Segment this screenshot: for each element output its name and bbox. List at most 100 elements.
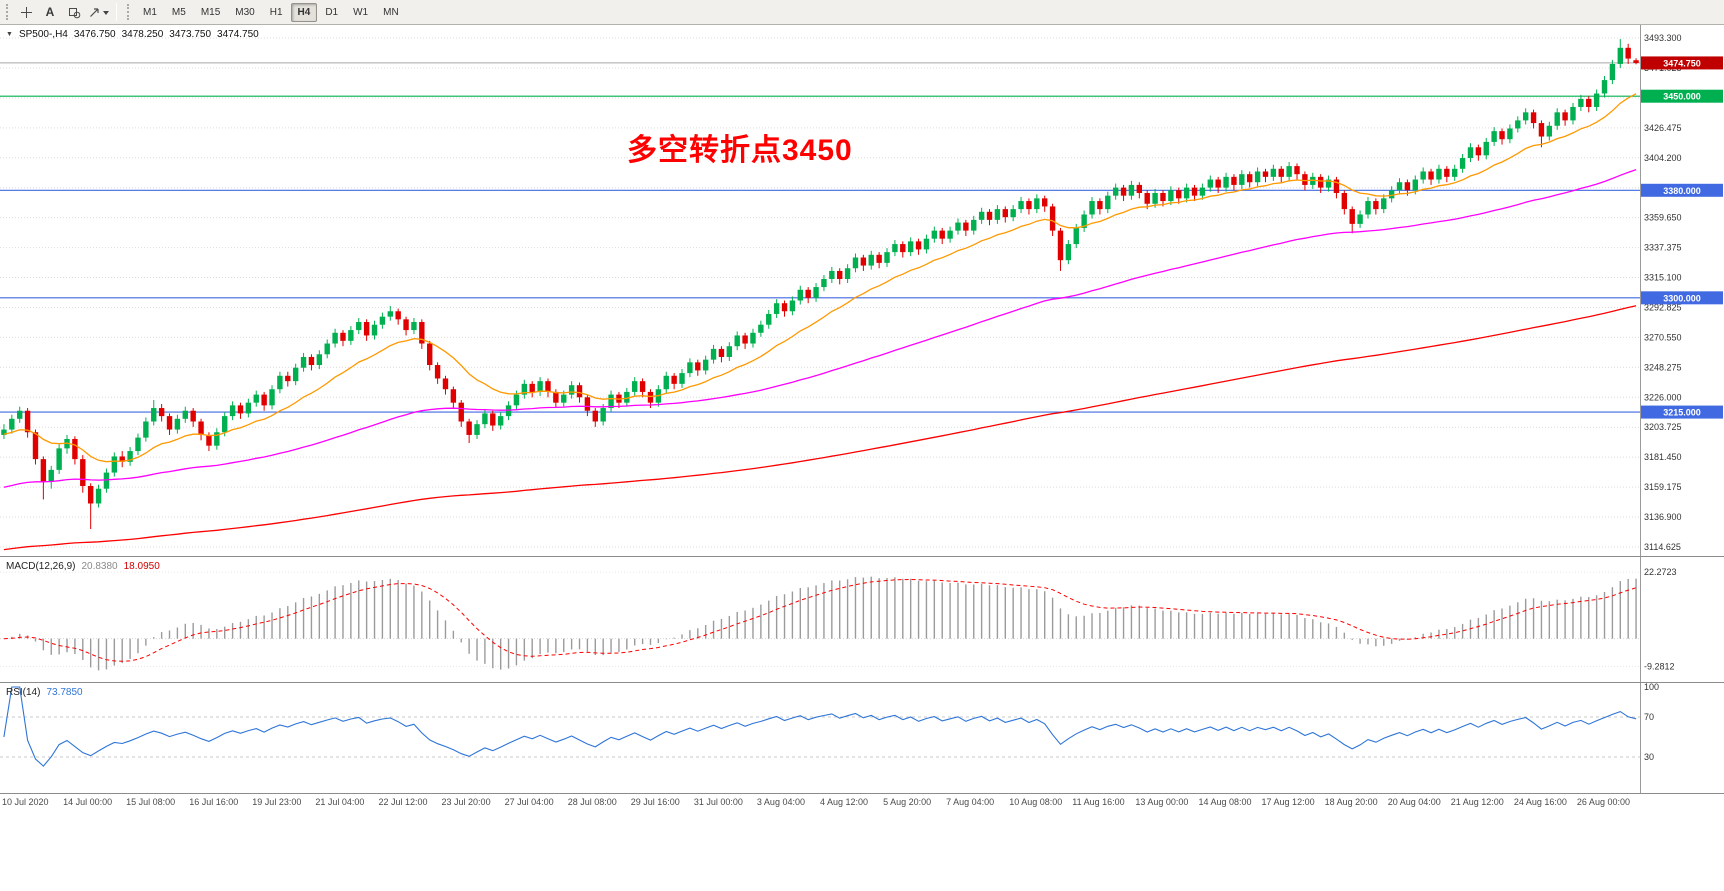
ma-line-slow	[3, 305, 1637, 551]
price-tick-label: 3270.550	[1644, 332, 1682, 342]
time-axis-label: 21 Jul 04:00	[315, 797, 365, 807]
candle-body	[1420, 171, 1426, 180]
candle-body	[190, 410, 196, 422]
candle-body	[474, 424, 480, 435]
candle-body	[710, 348, 717, 360]
timeframe-button-D1[interactable]: D1	[325, 6, 339, 18]
candle-body	[1302, 174, 1308, 185]
macd-chart-svg: 22.2723 -9.2812	[0, 567, 1677, 671]
candle-body	[1381, 198, 1387, 210]
time-axis-label: 5 Aug 20:00	[883, 797, 932, 807]
candle-body	[671, 375, 677, 384]
candle-body	[1, 429, 7, 435]
price-tick-label: 3359.650	[1644, 213, 1682, 223]
candle-body	[32, 432, 39, 460]
price-tick-label: 3315.100	[1644, 273, 1682, 283]
candle-body	[695, 362, 701, 371]
timeframe-button-H4[interactable]: H4	[290, 2, 318, 22]
time-axis-label: 23 Jul 20:00	[441, 797, 491, 807]
candle-body	[1452, 168, 1458, 177]
timeframe-toolbar-grip[interactable]	[127, 4, 130, 20]
candle-body	[166, 416, 173, 430]
candle-body	[576, 385, 583, 398]
candle-body	[568, 385, 575, 395]
price-tick-label: 3114.625	[1644, 542, 1681, 552]
candle-body	[1065, 244, 1072, 261]
candle-body	[1357, 214, 1363, 224]
ohlc-high: 3478.250	[121, 29, 164, 40]
rsi-value: 73.7850	[46, 687, 83, 698]
ohlc-close: 3474.750	[217, 29, 259, 40]
toolbar-grip[interactable]	[6, 4, 9, 20]
rsi-pane[interactable]: 100 70 30 RSI(14) 73.7850	[0, 682, 1724, 793]
candle-body	[371, 324, 378, 336]
candle-body	[174, 418, 181, 430]
price-tick-label: 3159.175	[1644, 482, 1682, 492]
text-tool-label: A	[45, 5, 55, 19]
candle-body	[111, 456, 118, 473]
candle-body	[876, 254, 882, 263]
text-tool-button[interactable]: A	[39, 2, 61, 22]
timeframe-button-M15[interactable]: M15	[200, 6, 221, 18]
candle-body	[40, 459, 47, 482]
time-axis-label: 18 Aug 20:00	[1324, 797, 1378, 807]
candle-body	[363, 322, 370, 336]
candle-body	[971, 219, 977, 231]
price-tick-label: 3493.300	[1644, 33, 1682, 43]
candle-body	[900, 244, 906, 253]
time-axis-label: 29 Jul 16:00	[630, 797, 680, 807]
macd-pane[interactable]: 22.2723 -9.2812 MACD(12,26,9) 20.8380 18.…	[0, 556, 1724, 682]
candle-body	[308, 356, 315, 366]
time-axis-label: 4 Aug 12:00	[820, 797, 869, 807]
candle-body	[963, 222, 969, 231]
time-axis-label: 3 Aug 04:00	[756, 797, 805, 807]
chart-window: 3493.3003471.0253426.4753404.2003359.650…	[0, 25, 1724, 812]
arrows-tool-button[interactable]	[87, 2, 110, 22]
chart-collapse-icon[interactable]: ▼	[6, 31, 13, 38]
shapes-tool-button[interactable]	[63, 2, 85, 22]
rsi-label: RSI(14) 73.7850	[6, 687, 83, 698]
dropdown-caret-icon	[103, 11, 109, 18]
chart-annotation-text[interactable]: 多空转折点3450	[627, 134, 853, 167]
candle-body	[915, 241, 922, 250]
timeframe-button-H1[interactable]: H1	[269, 6, 283, 18]
candle-body	[1176, 190, 1182, 199]
timeframe-button-W1[interactable]: W1	[353, 6, 369, 18]
candle-body	[1546, 125, 1553, 137]
candle-body	[269, 389, 275, 406]
candle-body	[600, 408, 606, 422]
timeframe-button-M1[interactable]: M1	[143, 6, 157, 18]
macd-value-main: 20.8380	[81, 561, 118, 572]
shapes-icon	[68, 7, 80, 18]
crosshair-icon	[20, 6, 32, 18]
price-badge	[1641, 183, 1723, 197]
time-axis[interactable]: 10 Jul 2020 14 Jul 00:00 15 Jul 08:00 16 Ju…	[0, 793, 1724, 811]
candle-body	[521, 383, 528, 395]
candle-body	[1578, 98, 1584, 107]
timeframe-button-M30[interactable]: M30	[235, 6, 255, 18]
candle-body	[931, 230, 938, 239]
candle-body	[1073, 227, 1079, 245]
candle-body	[1018, 201, 1024, 210]
candle-body	[789, 300, 796, 312]
timeframe-button-M5[interactable]: M5	[171, 6, 186, 18]
candle-body	[1097, 201, 1103, 210]
candle-body	[1507, 128, 1513, 140]
price-pane[interactable]: 3493.3003471.0253426.4753404.2003359.650…	[0, 25, 1724, 556]
candle-body	[1278, 168, 1284, 177]
timeframe-button-MN[interactable]: MN	[383, 6, 399, 18]
candle-body	[1089, 201, 1095, 215]
candle-body	[639, 381, 646, 392]
candle-body	[292, 367, 299, 382]
rsi-chart-svg: 100 70 30	[0, 682, 1659, 767]
candle-body	[245, 402, 252, 414]
crosshair-tool-button[interactable]	[15, 2, 37, 22]
candle-body	[537, 381, 543, 392]
candle-body	[545, 381, 551, 392]
candle-body	[1633, 60, 1639, 63]
candle-body	[1396, 182, 1403, 191]
candle-body	[679, 373, 685, 384]
candle-body	[1183, 187, 1190, 199]
candle-body	[1601, 80, 1608, 94]
arrow-icon	[90, 7, 99, 17]
